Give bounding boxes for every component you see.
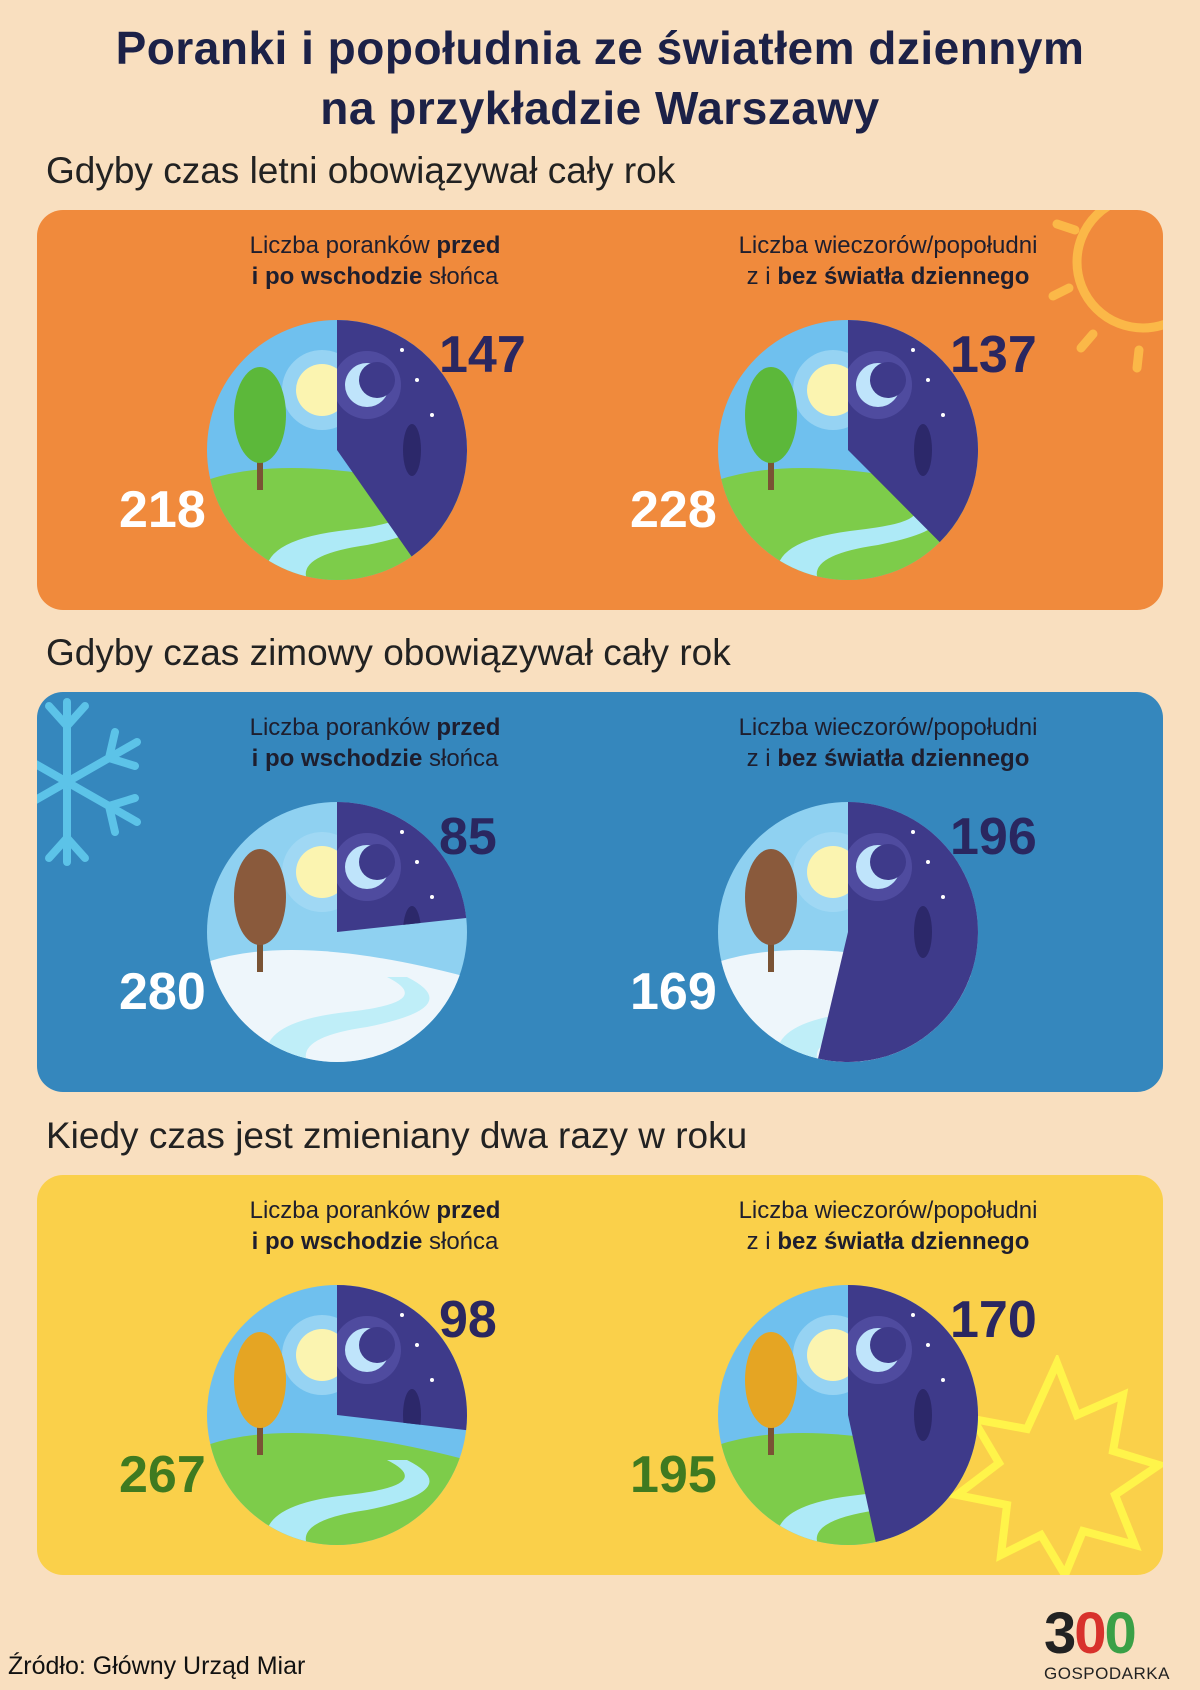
source-note: Źródło: Główny Urząd Miar	[8, 1652, 306, 1680]
label-mornings: Liczba poranków przed i po wschodzie słoń…	[249, 1197, 501, 1255]
pie-svg	[207, 802, 467, 1062]
sun-decoration-icon	[1048, 210, 1163, 373]
river-scenery	[777, 1460, 941, 1545]
river-scenery	[266, 977, 430, 1062]
panel-summer: Liczba poranków przed i po wschodzie słoń…	[37, 210, 1163, 610]
label-evenings: Liczba wieczorów/popołudni z i bez światł…	[738, 714, 1038, 772]
pie-svg	[718, 320, 979, 580]
pie-svg	[718, 1285, 978, 1545]
panel-dst: Liczba poranków przed i po wschodzie słoń…	[37, 1175, 1163, 1575]
pie-chart-summer-evenings	[718, 320, 979, 580]
logo-300-gospodarka: 300 GOSPODARKA	[1044, 1604, 1184, 1684]
pie-chart-summer-mornings	[207, 320, 467, 580]
pie-chart-dst-evenings	[718, 1285, 978, 1545]
value-day: 280	[119, 963, 206, 1021]
pie-chart-winter-evenings	[718, 802, 978, 1062]
pie-chart-dst-mornings	[207, 1285, 467, 1545]
value-night: 147	[439, 326, 526, 384]
section-heading-summer: Gdyby czas letni obowiązywał cały rok	[46, 150, 676, 191]
title-line-2: na przykładzie Warszawy	[320, 82, 880, 134]
value-night: 196	[950, 808, 1037, 866]
snowflake-decoration-icon	[37, 698, 141, 866]
label-evenings: Liczba wieczorów/popołudni z i bez światł…	[738, 232, 1038, 290]
river-scenery	[266, 1460, 430, 1545]
label-evenings: Liczba wieczorów/popołudni z i bez światł…	[738, 1197, 1038, 1255]
section-heading-winter: Gdyby czas zimowy obowiązywał cały rok	[46, 632, 731, 673]
value-day: 169	[630, 963, 717, 1021]
panel-winter: Liczba poranków przed i po wschodzie słoń…	[37, 692, 1163, 1092]
maple-leaf-decoration-icon	[947, 1355, 1163, 1575]
river-scenery	[777, 495, 941, 580]
pie-svg	[207, 320, 467, 580]
title-line-1: Poranki i popołudnia ze światłem dzienny…	[115, 22, 1085, 74]
pie-svg	[718, 802, 978, 1062]
river-scenery	[266, 495, 430, 580]
pie-chart-winter-mornings	[207, 802, 467, 1062]
value-night: 98	[439, 1291, 497, 1349]
logo-text: GOSPODARKA	[1044, 1664, 1170, 1683]
value-day: 195	[630, 1446, 717, 1504]
value-night: 170	[950, 1291, 1037, 1349]
value-day: 228	[630, 481, 717, 539]
page-title: Poranki i popołudnia ze światłem dzienny…	[0, 18, 1200, 138]
label-mornings: Liczba poranków przed i po wschodzie słoń…	[249, 714, 501, 772]
logo-number: 300	[1044, 1601, 1137, 1666]
value-night: 137	[950, 326, 1037, 384]
value-day: 218	[119, 481, 206, 539]
pie-svg	[207, 1285, 467, 1545]
label-mornings: Liczba poranków przed i po wschodzie słoń…	[249, 232, 501, 290]
section-heading-dst: Kiedy czas jest zmieniany dwa razy w rok…	[46, 1115, 748, 1156]
value-night: 85	[439, 808, 497, 866]
value-day: 267	[119, 1446, 206, 1504]
